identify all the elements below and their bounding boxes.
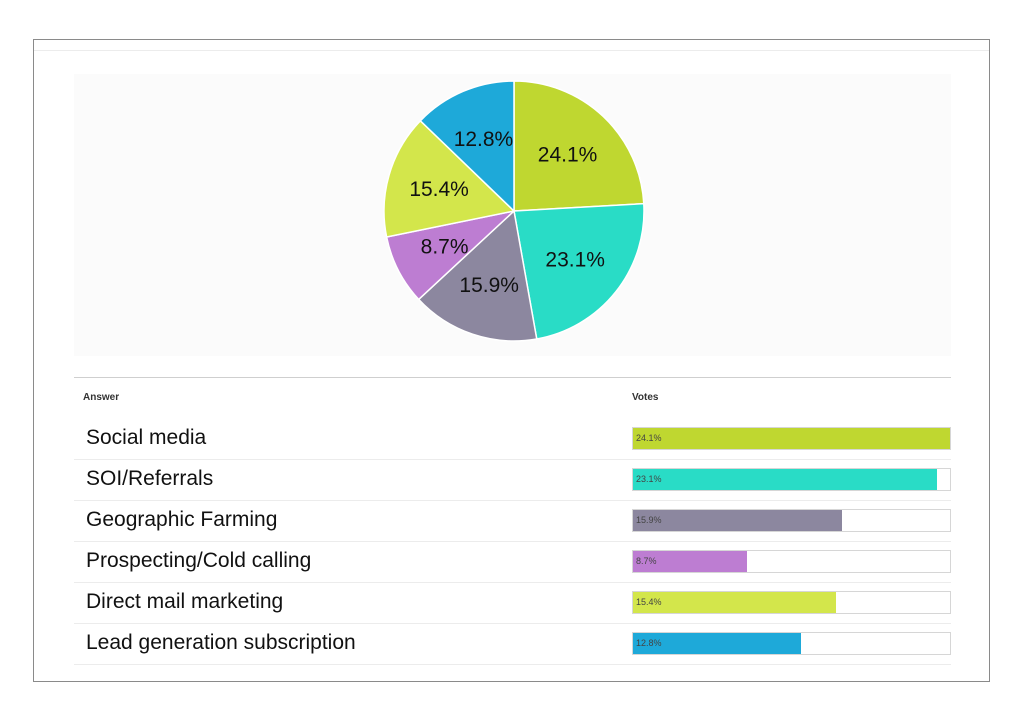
- answer-label: Lead generation subscription: [86, 631, 356, 654]
- table-row: Direct mail marketing 15.4%: [74, 583, 951, 624]
- divider: [74, 377, 951, 378]
- vote-bar-fill: [633, 633, 802, 654]
- table-row: Geographic Farming 15.9%: [74, 501, 951, 542]
- vote-bar-fill: [633, 469, 937, 490]
- vote-percent-label: 15.9%: [636, 515, 662, 525]
- vote-percent-label: 24.1%: [636, 433, 662, 443]
- pie-slice: [383, 119, 516, 238]
- vote-bar-track: 23.1%: [632, 468, 951, 491]
- answer-label: Social media: [86, 426, 207, 449]
- votes-column-header: Votes: [632, 392, 659, 403]
- vote-bar-fill: [633, 428, 950, 449]
- vote-bar-track: 12.8%: [632, 632, 951, 655]
- pie-slice-label: 12.8%: [454, 128, 514, 151]
- pie-slice: [513, 80, 645, 212]
- vote-bar-track: 15.9%: [632, 509, 951, 532]
- answer-label: Prospecting/Cold calling: [86, 549, 312, 572]
- pie-slice-label: 8.7%: [421, 236, 469, 259]
- pie-slice-label: 15.4%: [409, 178, 469, 201]
- vote-bar-track: 8.7%: [632, 550, 951, 573]
- panel-top-rule: [34, 50, 989, 51]
- answer-label: SOI/Referrals: [86, 467, 214, 490]
- answer-label: Geographic Farming: [86, 508, 278, 531]
- vote-bar-fill: [633, 592, 836, 613]
- chart-area: 24.1% 23.1% 15.9% 8.7% 15.4% 12.8%: [74, 74, 951, 356]
- vote-percent-label: 12.8%: [636, 638, 662, 648]
- vote-bar-fill: [633, 551, 748, 572]
- answer-column-header: Answer: [83, 392, 120, 403]
- vote-percent-label: 23.1%: [636, 474, 662, 484]
- vote-bar-track: 24.1%: [632, 427, 951, 450]
- pie-slice-label: 15.9%: [459, 274, 519, 297]
- table-row: Social media 24.1%: [74, 419, 951, 460]
- poll-results-panel: 24.1% 23.1% 15.9% 8.7% 15.4% 12.8% Answer Vot…: [33, 39, 990, 682]
- pie-slice: [419, 80, 515, 213]
- pie-slice-label: 24.1%: [538, 143, 598, 166]
- pie-slice: [417, 209, 538, 342]
- answer-label: Direct mail marketing: [86, 590, 284, 613]
- vote-percent-label: 8.7%: [636, 556, 657, 566]
- table-row: Prospecting/Cold calling 8.7%: [74, 542, 951, 583]
- table-row: Lead generation subscription 12.8%: [74, 624, 951, 665]
- pie-chart: 24.1% 23.1% 15.9% 8.7% 15.4% 12.8%: [383, 80, 645, 342]
- vote-bar-fill: [633, 510, 843, 531]
- table-row: SOI/Referrals 23.1%: [74, 460, 951, 501]
- vote-percent-label: 15.4%: [636, 597, 662, 607]
- pie-slice: [513, 202, 645, 340]
- vote-bar-track: 15.4%: [632, 591, 951, 614]
- pie-slice-label: 23.1%: [545, 248, 605, 271]
